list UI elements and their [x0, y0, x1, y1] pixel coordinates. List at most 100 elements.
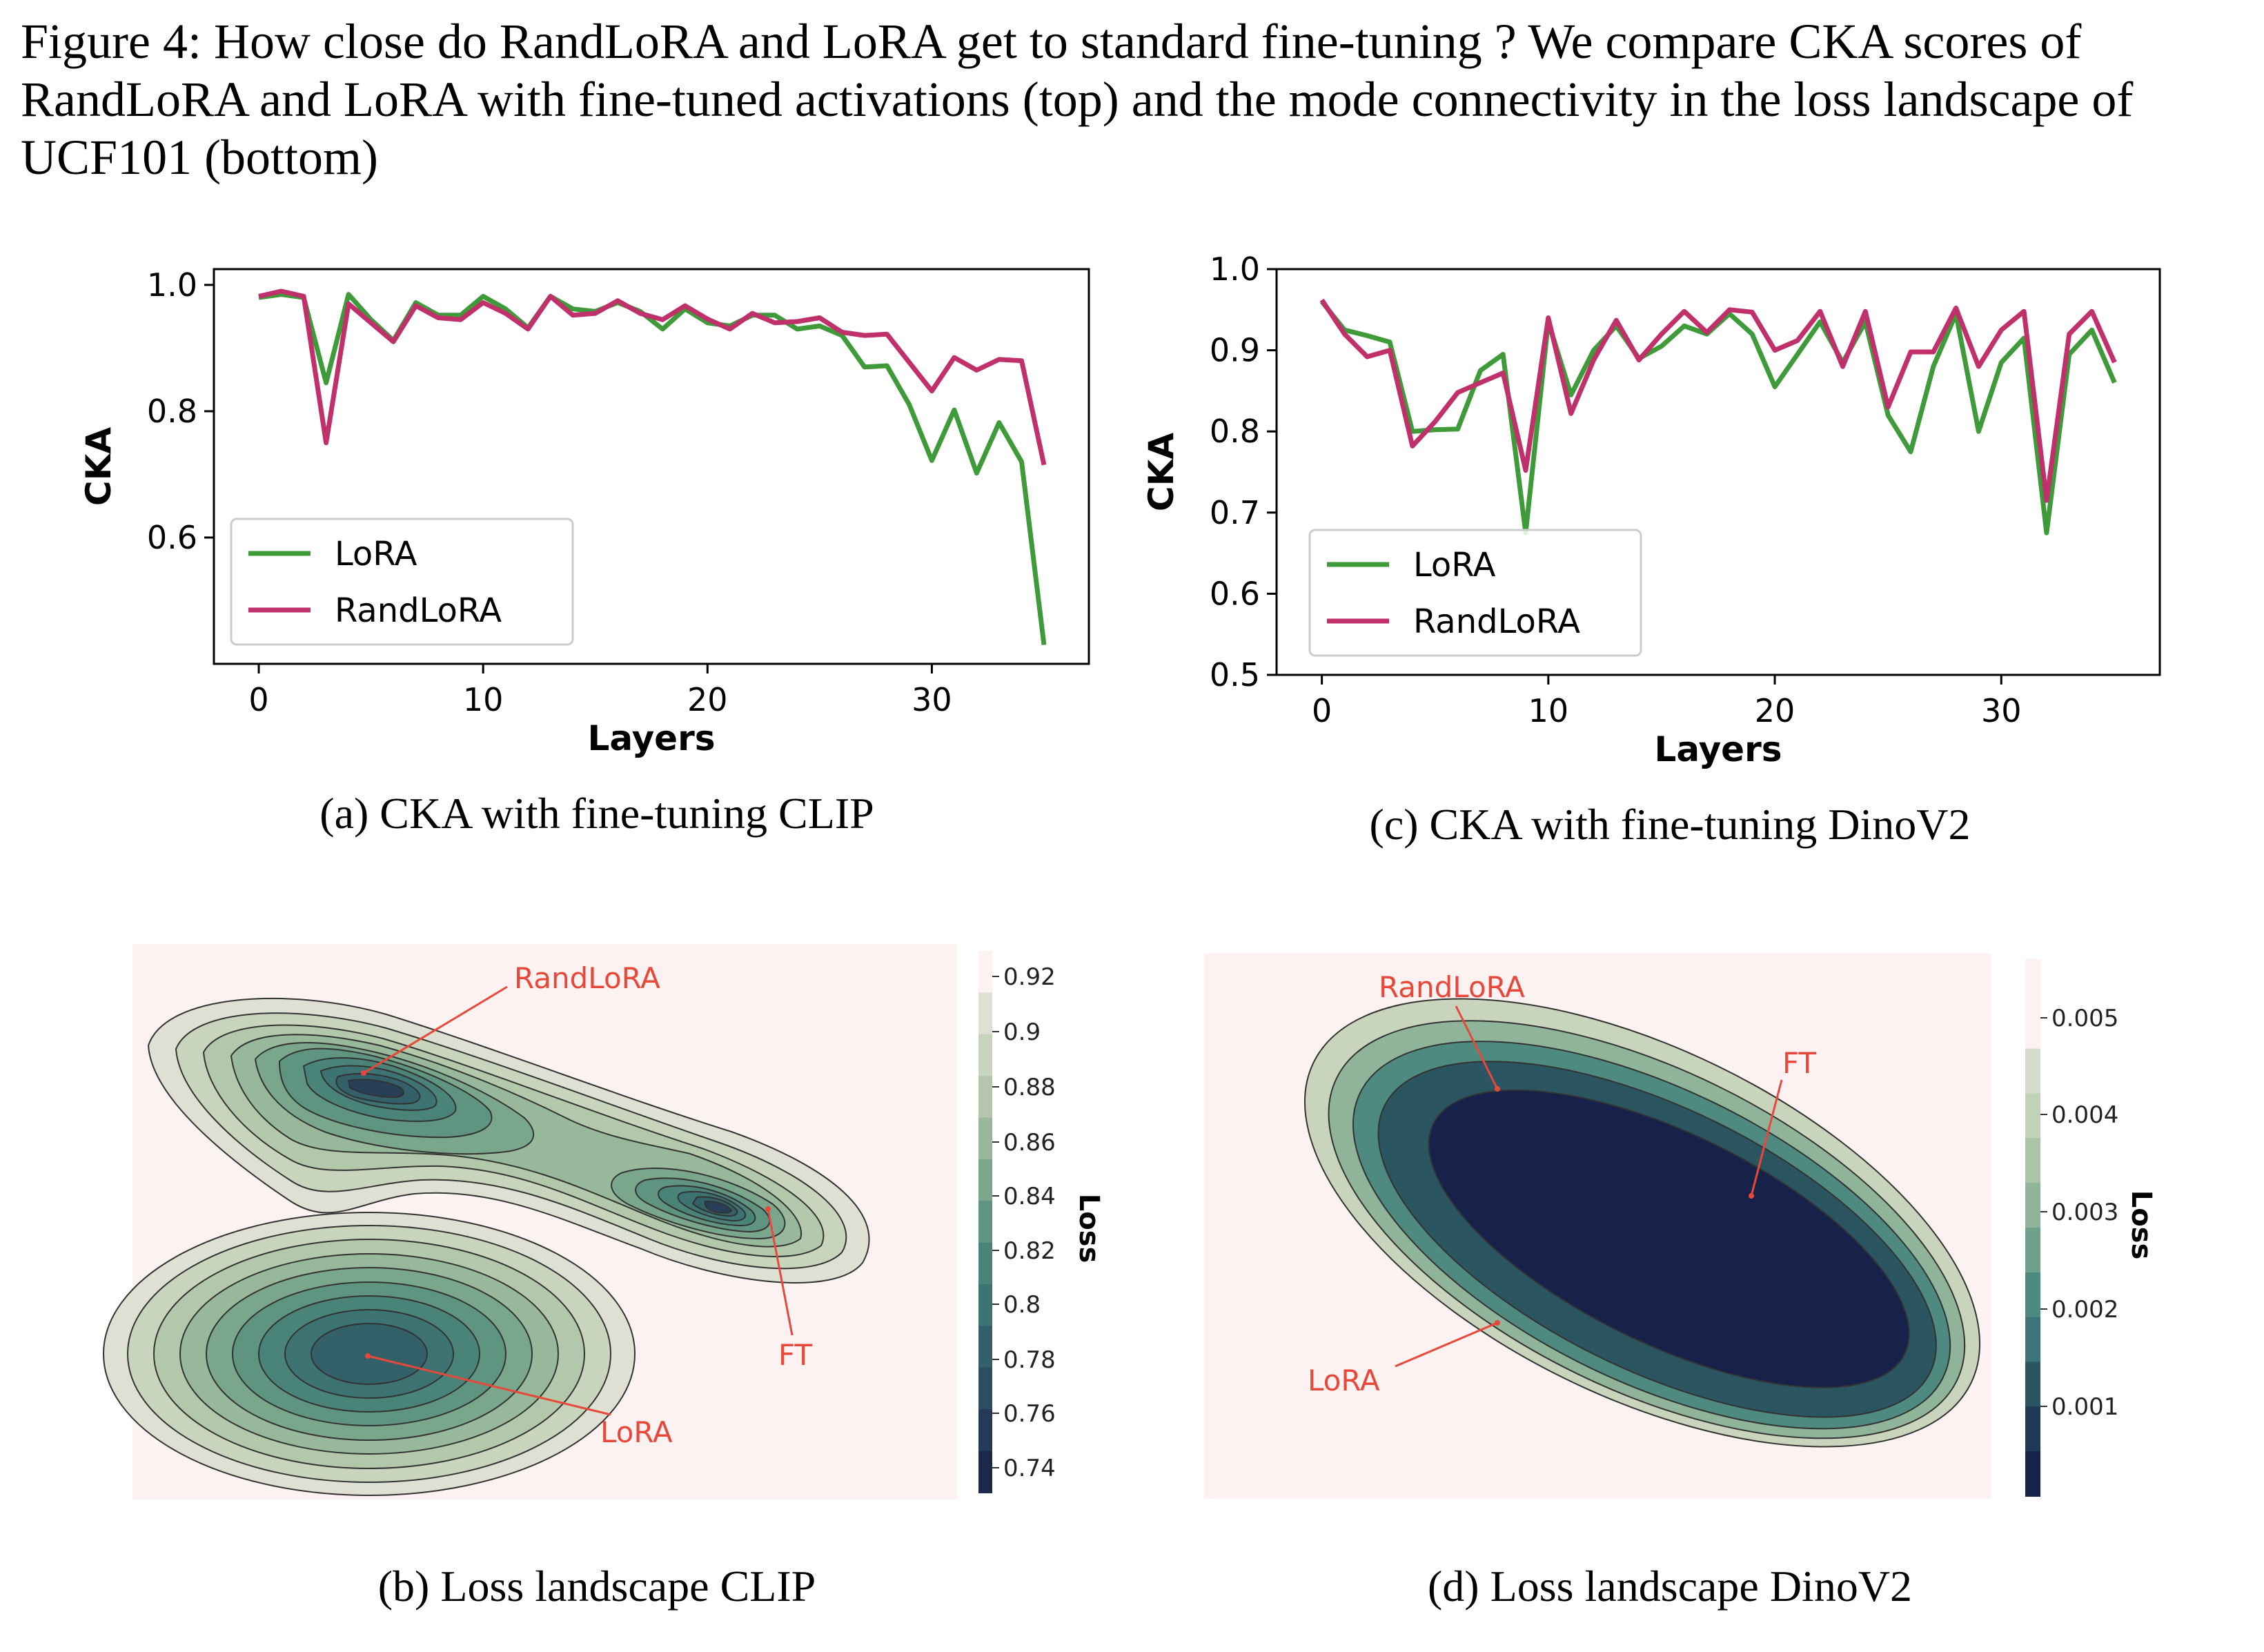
colorbar-band	[978, 1284, 992, 1327]
legend-label: RandLoRA	[335, 591, 502, 630]
y-tick-label: 1.0	[1210, 250, 1260, 288]
loss-landscape-dinov2: RandLoRA FT LoRA 0.005 0.004 0.003 0.002 0.0…	[1204, 954, 2157, 1499]
colorbar-band	[2025, 1406, 2040, 1453]
x-axis-label: Layers	[1655, 729, 1782, 769]
y-axis-label: CKA	[79, 427, 119, 506]
colorbar-tick-label: 0.003	[2051, 1199, 2118, 1226]
lora-pointer	[1395, 1321, 1498, 1368]
colorbar-band	[978, 1034, 992, 1077]
cka-chart-clip: 0 10 20 30 0.6 0.8 1.0 Layers CKA LoRA RandLoRA	[79, 266, 1090, 758]
colorbar-band	[978, 1076, 992, 1119]
x-tick-label: 20	[687, 681, 728, 718]
colorbar-label: Loss	[2125, 1190, 2157, 1260]
subcaption-a: (a) CKA with fine-tuning CLIP	[319, 789, 874, 838]
y-axis-label: CKA	[1141, 433, 1181, 511]
x-tick-label: 0	[1312, 692, 1332, 729]
x-tick-label: 30	[912, 681, 952, 718]
y-tick-label: 0.7	[1210, 494, 1260, 531]
y-tick-label: 1.0	[147, 266, 197, 304]
colorbar-band	[2025, 1003, 2040, 1050]
colorbar-band	[978, 992, 992, 1035]
colorbar-band	[978, 1451, 992, 1493]
y-tick-label: 0.6	[147, 519, 197, 556]
colorbar-band	[2025, 1048, 2040, 1094]
lora-annotation: LoRA	[600, 1415, 673, 1449]
plot-frame	[213, 268, 1090, 665]
colorbar-tick-label: 0.82	[1003, 1237, 1056, 1265]
colorbar-band	[978, 1326, 992, 1368]
colorbar-band	[978, 951, 992, 994]
colorbar-band	[2025, 959, 2040, 1005]
loss-landscape-clip: RandLoRA FT LoRA 0.92 0.9 0.88 0.86 0.84 0.82…	[103, 944, 1105, 1499]
plot-frame	[1275, 268, 2161, 676]
x-axis-label: Layers	[588, 718, 716, 758]
y-tick-label: 0.8	[1210, 413, 1260, 450]
legend-label: RandLoRA	[1413, 602, 1580, 641]
colorbar-tick-label: 0.86	[1003, 1129, 1056, 1157]
colorbar-tick-label: 0.76	[1003, 1400, 1056, 1428]
colorbar-band	[2025, 1183, 2040, 1228]
colorbar-band	[978, 1367, 992, 1410]
colorbar-band	[2025, 1228, 2040, 1273]
figure-caption: Figure 4: How close do RandLoRA and LoRA…	[21, 14, 2134, 185]
colorbar-band	[2025, 1317, 2040, 1363]
colorbar-band	[2025, 1138, 2040, 1184]
landscape-annotations: RandLoRA FT LoRA	[1308, 970, 1816, 1397]
colorbar-band	[978, 1409, 992, 1452]
x-tick-label: 20	[1755, 692, 1795, 729]
x-tick-label: 0	[248, 681, 268, 718]
colorbar-label: Loss	[1073, 1194, 1105, 1263]
colorbar-tick-label: 0.001	[2051, 1393, 2118, 1421]
lora-pointer	[367, 1355, 611, 1416]
colorbar-tick-label: 0.84	[1003, 1183, 1056, 1210]
colorbar-tick-label: 0.9	[1003, 1019, 1041, 1046]
colorbar-band	[2025, 1272, 2040, 1318]
lora-annotation: LoRA	[1308, 1364, 1380, 1397]
legend-box	[230, 518, 574, 646]
contour-fill-ellipse	[1303, 998, 1981, 1448]
legend-label: LoRA	[335, 535, 417, 573]
colorbar-band	[978, 1201, 992, 1243]
cka-chart-dinov2: 0 10 20 30 0.5 0.6 0.7 0.8 0.9 1.0 Layers CKA LoRA Ra…	[1141, 250, 2161, 769]
randlora-annotation: RandLoRA	[1379, 970, 1525, 1004]
legend-label: LoRA	[1413, 546, 1496, 584]
contour-fill-upper-valley	[147, 997, 870, 1284]
ft-annotation: FT	[778, 1338, 812, 1372]
legend-box	[1308, 529, 1642, 657]
subcaption-d: (d) Loss landscape DinoV2	[1427, 1562, 1913, 1611]
subcaption-b: (b) Loss landscape CLIP	[377, 1562, 816, 1611]
x-tick-label: 10	[1528, 692, 1569, 729]
colorbar-tick-label: 0.004	[2051, 1101, 2118, 1129]
landscape-annotations: RandLoRA FT LoRA	[361, 961, 812, 1449]
ft-pointer	[767, 1208, 794, 1336]
colorbar-band	[2025, 1361, 2040, 1408]
y-tick-label: 0.5	[1210, 656, 1260, 694]
colorbar-band	[2025, 1093, 2040, 1139]
randlora-pointer	[1455, 1005, 1499, 1090]
colorbar-band	[978, 1242, 992, 1286]
colorbar-tick-label: 0.8	[1003, 1291, 1041, 1319]
colorbar-tick-label: 0.92	[1003, 963, 1056, 991]
x-tick-label: 30	[1981, 692, 2022, 729]
y-tick-label: 0.6	[1210, 575, 1260, 612]
subcaption-c: (c) CKA with fine-tuning DinoV2	[1369, 800, 1971, 849]
colorbar-tick-label: 0.78	[1003, 1346, 1056, 1374]
randlora-annotation: RandLoRA	[514, 961, 660, 995]
y-tick-label: 0.9	[1210, 332, 1260, 369]
colorbar-band	[978, 1159, 992, 1202]
colorbar-tick-label: 0.74	[1003, 1455, 1056, 1482]
colorbar-tick-label: 0.88	[1003, 1074, 1056, 1101]
ft-pointer	[1750, 1079, 1783, 1197]
series-line-randlora	[258, 288, 1047, 466]
y-tick-label: 0.8	[147, 393, 197, 430]
colorbar-band	[978, 1117, 992, 1160]
colorbar-tick-label: 0.005	[2051, 1005, 2118, 1032]
randlora-pointer	[363, 985, 508, 1074]
colorbar-band	[2025, 1451, 2040, 1497]
colorbar-tick-label: 0.002	[2051, 1296, 2118, 1324]
x-tick-label: 10	[463, 681, 504, 718]
ft-annotation: FT	[1782, 1046, 1816, 1080]
colorbar-clip: 0.92 0.9 0.88 0.86 0.84 0.82 0.8 0.78 0.76 0.74 Lo…	[978, 951, 1105, 1493]
series-line-randlora	[1319, 298, 2117, 503]
